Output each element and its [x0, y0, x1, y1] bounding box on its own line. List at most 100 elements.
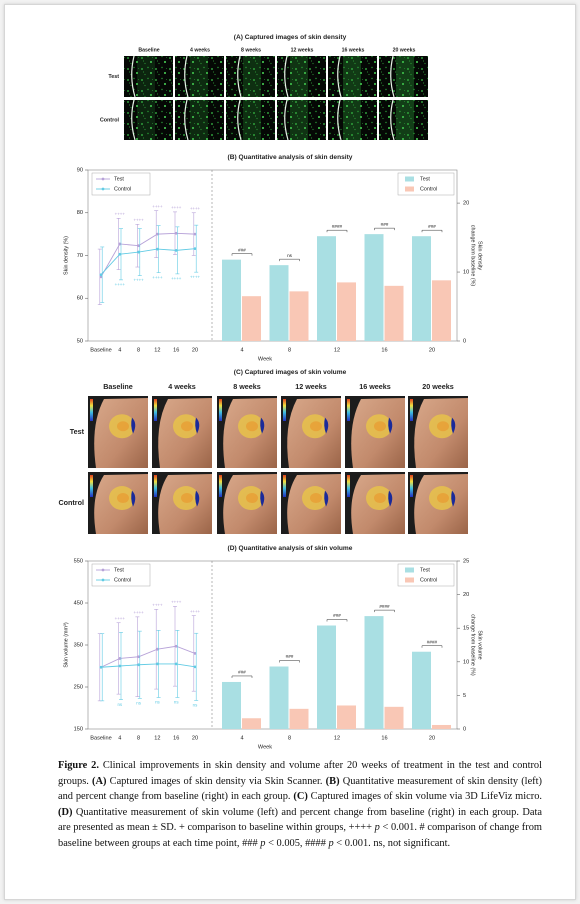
color-scale [347, 475, 350, 497]
column-header: Baseline [138, 47, 159, 53]
y-tick-label: 550 [74, 558, 83, 564]
x-tick-label: 12 [154, 735, 160, 741]
x-axis-label: Week [258, 744, 272, 750]
column-header: Baseline [103, 382, 133, 391]
significance-label: ++++ [115, 282, 126, 287]
bar [412, 651, 431, 729]
significance-label: ++++ [171, 600, 182, 605]
color-scale [283, 475, 286, 497]
series-line [100, 663, 196, 668]
data-point [193, 665, 197, 669]
color-scale [90, 399, 93, 421]
legend-swatch [405, 186, 414, 192]
x-tick-label: 8 [288, 735, 291, 741]
density-image [277, 55, 326, 98]
y-tick-label: 50 [77, 338, 83, 344]
measure-core [310, 421, 322, 432]
measure-core [181, 421, 193, 432]
x-tick-label: 4 [118, 347, 121, 353]
volume-image [152, 472, 212, 534]
caption-text: Figure 2. [58, 760, 99, 771]
skin-surface-line [131, 99, 136, 141]
column-header: 8 weeks [241, 47, 261, 53]
row-label: Control [100, 117, 120, 123]
data-point [193, 247, 197, 251]
x-tick-label: 16 [381, 347, 387, 353]
data-point [118, 664, 122, 668]
column-header: 4 weeks [190, 47, 210, 53]
x-tick-label: 12 [154, 347, 160, 353]
depression-area [260, 417, 265, 434]
legend-box [397, 563, 455, 587]
y-tick-label: 25 [463, 558, 469, 564]
y-tick-label: 150 [74, 726, 83, 732]
bar [317, 236, 336, 341]
data-point [137, 655, 141, 659]
color-scale [219, 475, 222, 497]
bar [364, 234, 384, 341]
significance-label: ns [174, 700, 179, 705]
x-tick-label: 20 [192, 735, 198, 741]
data-point [118, 242, 122, 246]
data-point [137, 250, 141, 254]
y-axis-label: Skin density (%) [63, 236, 69, 275]
density-image [226, 55, 275, 98]
bar [289, 708, 309, 729]
skin-surface-line [390, 99, 395, 141]
density-image [175, 99, 224, 141]
caption-text: (B) [325, 775, 340, 787]
y-axis-label: Skin density [477, 241, 483, 270]
measure-core [374, 421, 386, 432]
x-tick-label: Baseline [90, 347, 111, 353]
legend-box [397, 172, 455, 196]
dermis-glow [243, 56, 261, 97]
legend-label: Control [420, 186, 437, 192]
bar [337, 705, 356, 729]
skin-surface-line [184, 99, 189, 141]
legend-marker [101, 187, 105, 191]
bar [242, 718, 261, 729]
skin-surface-line [184, 55, 189, 98]
measure-core [117, 493, 129, 504]
color-scale [283, 399, 286, 421]
bar [222, 259, 241, 341]
legend-swatch [405, 567, 414, 573]
legend-box [91, 172, 151, 196]
significance-label: #### [379, 604, 390, 609]
significance-label: ++++ [115, 616, 126, 621]
column-header: 20 weeks [422, 382, 454, 391]
image-background [328, 56, 377, 97]
bar [432, 724, 451, 729]
data-point [99, 273, 103, 277]
row-label: Test [108, 74, 119, 80]
legend-label: Control [420, 577, 437, 583]
significance-label: ++++ [152, 275, 163, 280]
significance-bracket [374, 227, 395, 231]
legend-swatch [405, 577, 414, 583]
measure-core [310, 493, 322, 504]
y-tick-label: 10 [463, 659, 469, 665]
significance-label: ++++ [190, 609, 201, 614]
volume-image [281, 472, 341, 534]
column-header: 4 weeks [168, 382, 196, 391]
legend-box [91, 563, 151, 587]
caption-text: p [374, 822, 380, 834]
x-tick-label: 20 [429, 347, 435, 353]
y-tick-label: 350 [74, 642, 83, 648]
significance-label: ++++ [171, 276, 182, 281]
density-image [124, 99, 173, 141]
column-header: 12 weeks [291, 47, 314, 53]
caption-text: p [328, 837, 334, 849]
caption-text: Quantitative measurement of skin volume … [58, 806, 542, 834]
measure-core [246, 421, 258, 432]
significance-label: ++++ [133, 610, 144, 615]
dermis-glow [190, 100, 208, 140]
measure-core [246, 493, 258, 504]
data-point [193, 652, 197, 655]
significance-label: ### [428, 224, 436, 229]
volume-image [408, 472, 468, 534]
legend-label: Test [420, 176, 430, 182]
significance-label: ### [286, 654, 294, 659]
bar [384, 285, 404, 341]
